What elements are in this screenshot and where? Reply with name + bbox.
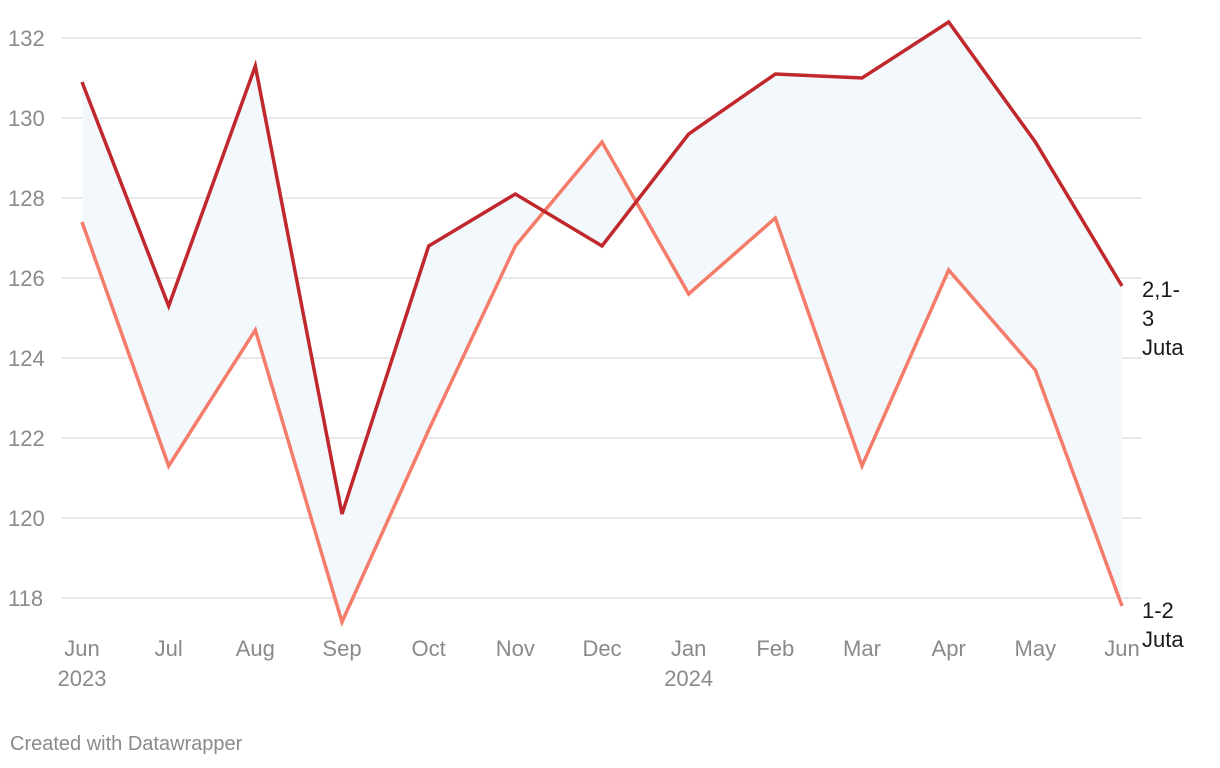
x-tick-label: Jul (155, 636, 183, 661)
series-end-labels: 2,1- 3 Juta 1-2 Juta (1142, 277, 1184, 652)
series-lines (80, 19, 1124, 628)
x-tick-label: Jun (64, 636, 99, 661)
y-tick-label: 124 (8, 346, 45, 371)
y-axis-tick-labels: 118 120 122 124 126 128 130 132 (8, 26, 45, 611)
x-tick-label: Jun (1104, 636, 1139, 661)
y-tick-label: 126 (8, 266, 45, 291)
x-tick-label: Nov (496, 636, 535, 661)
x-tick-label: Apr (932, 636, 966, 661)
y-tick-label: 118 (8, 586, 43, 611)
y-tick-label: 130 (8, 106, 45, 131)
x-tick-label: Jan (671, 636, 706, 661)
x-axis-tick-labels: Jun 2023 Jul Aug Sep Oct Nov Dec Jan 2024 Feb Mar Ap… (58, 636, 1140, 691)
x-tick-label: Dec (582, 636, 621, 661)
x-tick-year-label: 2024 (664, 666, 713, 691)
series-line-2-3-juta (80, 19, 1124, 515)
x-tick-label: May (1015, 636, 1057, 661)
series-label: 3 (1142, 306, 1154, 331)
credit-text: Created with Datawrapper (10, 733, 243, 755)
x-tick-label: Oct (412, 636, 446, 661)
range-band-area (82, 22, 1122, 622)
y-tick-label: 132 (8, 26, 45, 51)
y-tick-label: 122 (8, 426, 45, 451)
series-label: 2,1- (1142, 277, 1180, 302)
x-tick-label: Feb (756, 636, 794, 661)
y-tick-label: 120 (8, 506, 45, 531)
x-tick-year-label: 2023 (58, 666, 107, 691)
series-label: Juta (1142, 627, 1184, 652)
series-label: Juta (1142, 335, 1184, 360)
x-tick-label: Sep (322, 636, 361, 661)
series-label: 1-2 (1142, 598, 1174, 623)
series-line-1-2-juta (80, 138, 1124, 628)
y-tick-label: 128 (8, 186, 45, 211)
x-tick-label: Mar (843, 636, 881, 661)
line-chart: 118 120 122 124 126 128 130 132 Jun 2023 Jul Aug Se… (8, 19, 1184, 691)
x-tick-label: Aug (236, 636, 275, 661)
